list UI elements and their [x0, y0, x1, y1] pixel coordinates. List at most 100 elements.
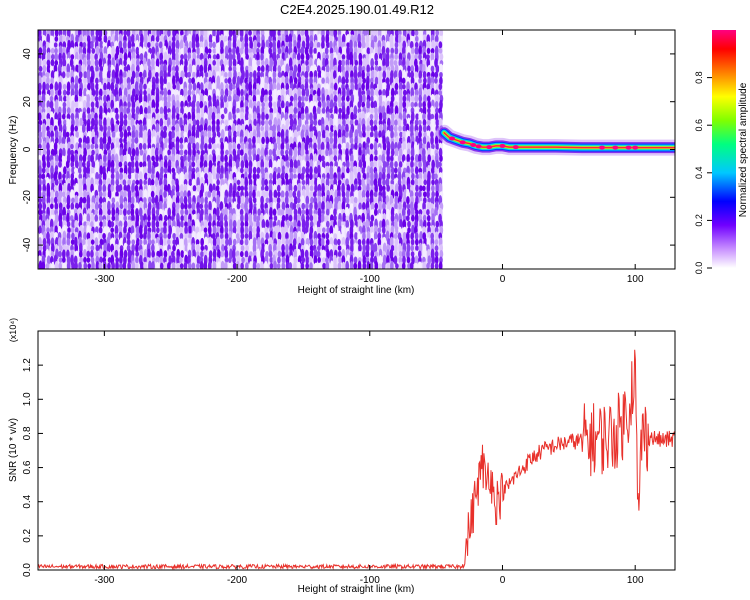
noise-cell: [123, 208, 127, 217]
noise-cell: [155, 58, 160, 68]
noise-cell: [78, 160, 83, 169]
noise-cell: [338, 101, 342, 108]
noise-cell: [220, 107, 225, 114]
noise-cell: [119, 237, 124, 247]
noise-cell: [163, 76, 167, 86]
noise-cell: [414, 35, 419, 43]
noise-cell: [431, 179, 435, 186]
snr-x-axis-label: Height of straight line (km): [298, 584, 415, 595]
noise-cell: [118, 124, 123, 133]
noise-cell: [78, 87, 83, 98]
noise-cell: [232, 256, 236, 264]
noise-cell: [90, 57, 95, 69]
noise-cell: [160, 82, 164, 92]
noise-cell: [138, 239, 143, 246]
noise-cell: [38, 197, 43, 204]
noise-cell: [130, 160, 135, 169]
noise-cell: [46, 112, 51, 121]
noise-cell: [159, 52, 164, 62]
noise-cell: [229, 170, 233, 182]
noise-cell: [354, 142, 358, 151]
noise-cell: [71, 197, 75, 204]
colorbar-gradient: [712, 30, 736, 268]
noise-cell: [147, 165, 152, 175]
noise-cell: [63, 166, 67, 175]
noise-cell: [301, 95, 305, 103]
noise-cell: [180, 130, 185, 139]
snr-y-axis-label: SNR (10 * v/v): [8, 418, 19, 482]
noise-cell: [83, 87, 87, 98]
noise-cell: [224, 78, 229, 84]
noise-cell: [45, 41, 50, 49]
noise-cell: [38, 65, 43, 72]
noise-cell: [147, 134, 152, 147]
noise-cell: [95, 65, 99, 73]
noise-cell: [94, 226, 99, 235]
noise-cell: [123, 52, 128, 62]
noise-cell: [330, 260, 334, 269]
x-tick-label: 0: [500, 274, 506, 285]
noise-cell: [62, 214, 67, 222]
noise-cell: [163, 87, 168, 98]
noise-cell: [224, 249, 229, 259]
noise-cell: [325, 208, 330, 216]
noise-cell: [66, 113, 71, 120]
noise-cell: [180, 215, 185, 222]
snr-panel: -300 -200 -100 0 100 0.00.20.40.60.81.01.2 H…: [8, 318, 676, 595]
noise-cell: [102, 250, 107, 258]
noise-cell: [200, 251, 204, 258]
noise-cell: [53, 42, 58, 48]
noise-cell: [232, 47, 236, 55]
noise-cell: [277, 256, 281, 264]
noise-cell: [192, 64, 196, 74]
noise-cell: [66, 237, 71, 247]
noise-cell: [393, 255, 398, 265]
noise-cell: [370, 136, 374, 145]
noise-cell: [322, 262, 326, 269]
noise-cell: [78, 137, 83, 144]
noise-cell: [345, 131, 349, 138]
noise-cell: [38, 40, 43, 50]
noise-cell: [135, 225, 140, 235]
noise-cell: [46, 255, 51, 265]
noise-cell: [244, 250, 249, 258]
noise-cell: [134, 262, 139, 269]
noise-cell: [166, 101, 171, 109]
noise-cell: [175, 51, 179, 63]
noise-cell: [78, 261, 82, 269]
noise-cell: [82, 213, 87, 224]
noise-cell: [269, 262, 274, 269]
x-tick-label: -200: [227, 575, 247, 586]
noise-cell: [195, 41, 200, 49]
noise-cell: [75, 117, 79, 128]
noise-cell: [203, 219, 208, 229]
noise-cell: [211, 111, 216, 122]
noise-cell: [151, 243, 155, 253]
noise-cell: [167, 30, 171, 38]
noise-cell: [74, 220, 78, 229]
noise-cell: [394, 82, 399, 91]
noise-cell: [171, 161, 175, 168]
noise-cell: [172, 225, 176, 235]
noise-cell: [102, 232, 106, 240]
noise-cell: [123, 129, 128, 141]
noise-cell: [244, 233, 249, 239]
noise-cell: [406, 203, 411, 210]
noise-cell: [102, 135, 107, 146]
noise-cell: [204, 196, 209, 205]
noise-cell: [83, 257, 87, 264]
noise-cell: [196, 231, 201, 241]
noise-cell: [224, 154, 228, 163]
noise-cell: [358, 209, 363, 216]
noise-cell: [54, 190, 59, 199]
signal-hotspot: [486, 145, 493, 150]
noise-cell: [106, 141, 111, 152]
noise-cell: [257, 208, 262, 216]
noise-cell: [228, 66, 232, 72]
noise-cell: [95, 250, 99, 258]
noise-cell: [74, 227, 79, 234]
noise-cell: [224, 257, 229, 263]
noise-cell: [77, 167, 82, 174]
colorbar-ticks: 0.0 0.2 0.4 0.6 0.8: [694, 71, 712, 274]
